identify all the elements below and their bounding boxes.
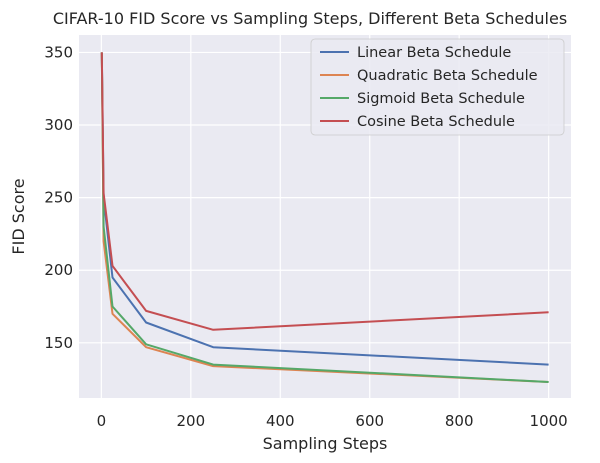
x-tick-label: 200 — [176, 412, 205, 430]
legend-label: Sigmoid Beta Schedule — [357, 91, 525, 107]
y-axis-ticks: 150 200 250 300 350 — [44, 43, 73, 351]
y-tick-label: 250 — [44, 189, 73, 207]
series-line-4 — [100, 52, 549, 331]
legend-box — [310, 38, 565, 136]
y-tick-label: 300 — [44, 116, 73, 134]
x-tick-label: 800 — [445, 412, 474, 430]
y-axis-label: FID Score — [9, 178, 28, 254]
x-tick-label: 1000 — [530, 412, 568, 430]
x-axis-label: Sampling Steps — [263, 434, 388, 453]
chart-title: CIFAR-10 FID Score vs Sampling Steps, Di… — [53, 9, 567, 28]
legend-label: Quadratic Beta Schedule — [357, 68, 538, 84]
y-tick-label: 350 — [44, 43, 73, 61]
legend: Linear Beta Schedule Quadratic Beta Sched… — [310, 38, 565, 136]
x-axis-ticks: 0 200 400 600 800 1000 — [97, 412, 568, 430]
y-tick-label: 150 — [44, 334, 73, 352]
x-tick-label: 600 — [355, 412, 384, 430]
x-tick-label: 400 — [266, 412, 295, 430]
x-tick-label: 0 — [97, 412, 107, 430]
legend-label: Linear Beta Schedule — [357, 45, 511, 61]
y-tick-label: 200 — [44, 261, 73, 279]
legend-label: Cosine Beta Schedule — [357, 114, 515, 130]
series-lines — [100, 52, 549, 383]
